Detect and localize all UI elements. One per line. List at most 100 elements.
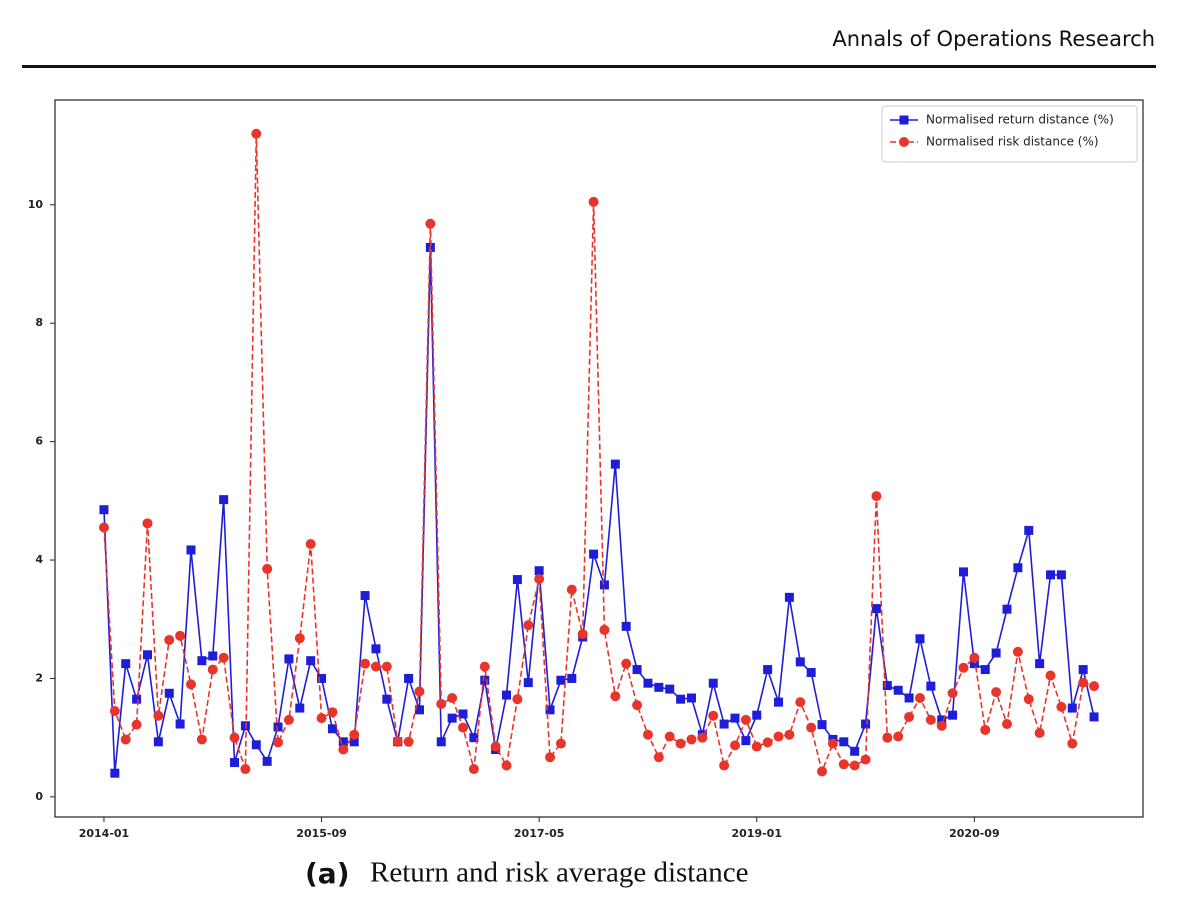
legend-label: Normalised risk distance (%) — [926, 135, 1099, 149]
point — [98, 522, 109, 533]
point — [512, 575, 522, 585]
point — [751, 741, 762, 752]
point — [784, 729, 795, 740]
plot-frame — [54, 99, 1144, 818]
point — [1089, 681, 1100, 692]
x-tick-label: 2014-01 — [79, 827, 130, 840]
point — [850, 746, 860, 756]
point — [458, 709, 468, 719]
point — [153, 710, 164, 721]
point — [534, 566, 544, 576]
point — [904, 693, 914, 703]
point — [338, 744, 349, 755]
point — [1012, 646, 1023, 657]
point — [142, 650, 152, 660]
point — [447, 713, 457, 723]
point — [371, 644, 381, 654]
point — [1024, 525, 1034, 535]
point — [502, 690, 512, 700]
point — [164, 688, 174, 698]
point — [937, 715, 947, 725]
point — [784, 592, 794, 602]
point — [131, 719, 142, 730]
point — [860, 754, 871, 765]
point — [501, 760, 512, 771]
point — [610, 459, 620, 469]
point — [447, 692, 458, 703]
point — [730, 713, 740, 723]
point — [665, 684, 675, 694]
point — [219, 495, 229, 505]
x-tick-label: 2015-09 — [296, 827, 347, 840]
point — [632, 700, 643, 711]
y-tick-label: 0 — [35, 790, 43, 803]
point — [207, 664, 218, 675]
point — [534, 573, 545, 584]
y-tick-label: 10 — [28, 198, 44, 211]
point — [958, 662, 969, 673]
point — [349, 737, 359, 747]
point — [153, 737, 163, 747]
x-tick-label: 2017-05 — [514, 827, 565, 840]
legend-marker — [899, 137, 909, 147]
point — [468, 764, 479, 775]
point — [838, 759, 849, 770]
point — [675, 738, 686, 749]
x-tick-label: 2019-01 — [732, 827, 783, 840]
point — [404, 673, 414, 683]
point — [360, 658, 371, 669]
point — [175, 719, 185, 729]
point — [186, 679, 196, 690]
point — [273, 737, 284, 748]
point — [773, 731, 784, 742]
y-tick-label: 6 — [35, 435, 43, 448]
x-tick-label: 2020-09 — [949, 827, 1000, 840]
caption-label: (a) — [305, 857, 350, 890]
point — [425, 218, 436, 229]
point — [1056, 570, 1066, 580]
point — [567, 673, 577, 683]
point — [621, 621, 631, 631]
point — [175, 630, 186, 641]
point — [251, 128, 262, 139]
point — [327, 707, 338, 718]
point — [132, 694, 142, 704]
point — [381, 661, 392, 672]
point — [676, 694, 686, 704]
point — [480, 675, 490, 685]
point — [1034, 727, 1045, 738]
point — [109, 706, 120, 717]
point — [806, 668, 816, 678]
point — [686, 693, 696, 703]
point — [327, 724, 337, 734]
point — [273, 722, 283, 732]
point — [577, 629, 588, 640]
point — [871, 604, 881, 614]
point — [1035, 659, 1045, 669]
point — [142, 518, 153, 529]
point — [240, 764, 251, 775]
point — [469, 733, 479, 743]
point — [556, 675, 566, 685]
y-tick-label: 8 — [35, 316, 43, 329]
point — [360, 591, 370, 601]
point — [294, 633, 305, 644]
point — [555, 738, 566, 749]
point — [969, 652, 980, 663]
point — [599, 624, 610, 635]
point — [752, 710, 762, 720]
caption-text: Return and risk average distance — [370, 857, 748, 889]
point — [926, 681, 936, 691]
point — [719, 719, 729, 729]
point — [1013, 563, 1023, 573]
point — [512, 694, 523, 705]
legend-label: Normalised return distance (%) — [926, 113, 1114, 127]
point — [1045, 670, 1056, 681]
point — [1002, 719, 1012, 730]
point — [338, 737, 348, 747]
point — [229, 732, 240, 743]
point — [915, 634, 925, 644]
point — [458, 722, 468, 733]
point — [806, 722, 817, 733]
point — [980, 665, 990, 675]
